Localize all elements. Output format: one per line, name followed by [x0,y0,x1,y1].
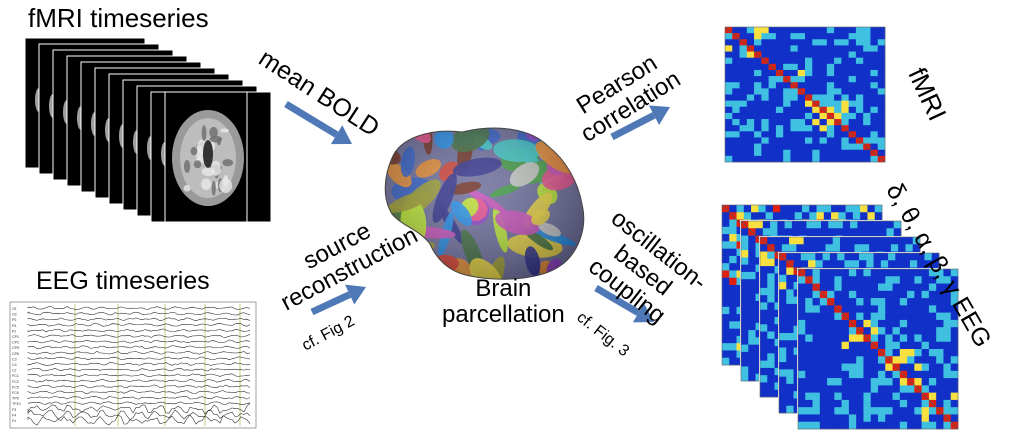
eeg-channel-label: CP1 [12,335,19,339]
eeg-channel-label: TP9 [12,397,19,401]
eeg-channel-label: F3 [12,408,16,412]
brain-line: Brain [475,275,532,302]
brain-parcellation-image [384,127,585,280]
eeg-channel-label: CP2 [12,341,19,345]
eeg-channel-label: CP5 [12,346,19,350]
oscillation-coupling-arrow [594,284,654,323]
eeg-channel-label: CP6 [12,352,19,356]
eeg-connectivity-matrix-stack [721,204,959,430]
eeg-trace [27,317,251,321]
fmri-matrix-cells [724,26,886,163]
eeg-trace [27,356,251,361]
fmri-front-slice [164,91,248,223]
eeg-channel-label: P3 [12,318,16,322]
eeg-channel-label: Pz [12,329,16,333]
eeg-trace [27,379,251,383]
eeg-channel-label: FC5 [12,385,19,389]
eeg-channel-label: F4 [12,413,16,417]
pearson-correlation-arrow [610,105,670,141]
eeg-trace [27,328,251,333]
eeg-trace [27,390,250,394]
eeg-channel-label: Cz [12,369,17,373]
fmri-connectivity-matrix [724,26,886,163]
eeg-trace [27,384,251,389]
eeg-channel-label: C3 [12,357,17,361]
eeg-channel-label: FC2 [12,380,19,384]
fmri-slice-stack [24,37,272,223]
eeg-trace [27,401,251,405]
eeg-trace [27,373,251,377]
eeg-channel-label: P4 [12,324,16,328]
eeg-timeseries-label: EEG timeseries [36,267,210,295]
brain-parcellation-label: Brain parcellation [442,276,565,328]
mean-bold-arrow [284,101,352,145]
eeg-channel-label: FC1 [12,374,19,378]
eeg-trace [27,395,251,400]
eeg-trace [27,403,251,415]
eeg-channel-label: C4 [12,363,17,367]
eeg-trace [27,334,251,338]
eeg-trace [27,362,251,366]
fmri-timeseries-label: fMRI timeseries [28,3,209,33]
eeg-trace [27,367,251,372]
eeg-band-matrix [797,268,959,430]
eeg-channel-label: Fz [12,419,16,423]
source-reconstruction-arrow [310,284,366,316]
eeg-channel-label: TP10 [12,402,21,406]
eeg-channel-label: O2 [12,313,17,317]
eeg-trace [27,339,251,344]
eeg-trace [27,350,251,355]
eeg-channel-label: O1 [12,307,17,311]
parcellation-line: parcellation [442,300,565,328]
eeg-trace [27,414,251,426]
eeg-channel-label: FC6 [12,391,19,395]
eeg-trace [27,409,251,421]
eeg-trace [27,306,251,310]
eeg-trace [27,311,251,316]
eeg-trace [27,345,251,349]
eeg-trace [27,323,251,327]
